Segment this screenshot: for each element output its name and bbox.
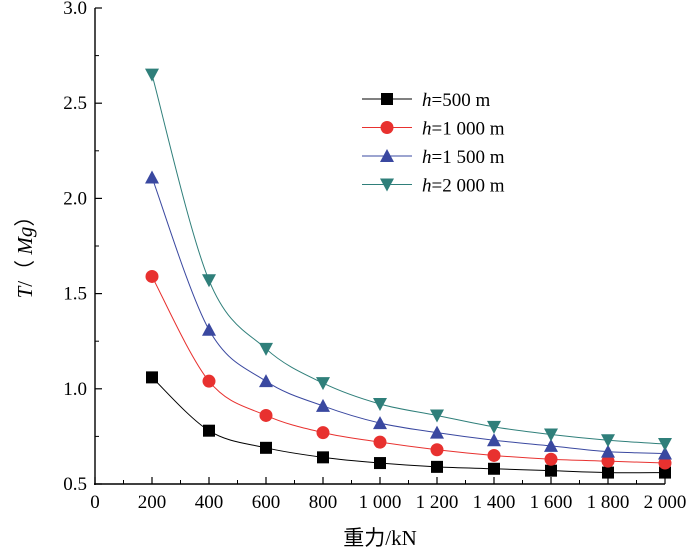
data-point-series-1 bbox=[431, 460, 443, 473]
x-axis-title: 重力/kN bbox=[343, 526, 417, 550]
legend-label-variable: h bbox=[422, 119, 432, 140]
series-markers bbox=[145, 68, 672, 479]
data-point-series-2 bbox=[316, 426, 330, 440]
data-point-series-3 bbox=[145, 170, 159, 184]
x-tick-label: 0 bbox=[90, 492, 100, 513]
data-point-series-3 bbox=[202, 322, 216, 336]
legend-label-2: h=1 000 m bbox=[422, 119, 505, 140]
data-point-series-4 bbox=[601, 434, 615, 448]
series-line-1 bbox=[151, 377, 666, 474]
legend-label-variable: h bbox=[422, 176, 432, 197]
y-tick-label: 2.0 bbox=[63, 188, 87, 209]
data-point-series-1 bbox=[203, 424, 215, 437]
data-point-series-1 bbox=[260, 441, 272, 454]
legend-label-variable: h bbox=[422, 147, 432, 168]
legend-label-value: =1 000 m bbox=[432, 119, 505, 140]
data-point-series-2 bbox=[373, 435, 387, 449]
axes: 0.5 1.0 1.5 2.0 2.5 3.0 0 200 400 600 800 1 000 1 20… bbox=[13, 0, 686, 550]
data-point-series-3 bbox=[430, 425, 444, 439]
y-axis-title-unit: Mg bbox=[13, 227, 37, 256]
data-point-series-1 bbox=[545, 464, 557, 477]
data-point-series-2 bbox=[145, 269, 159, 283]
data-point-series-1 bbox=[146, 371, 158, 384]
series-lines bbox=[151, 74, 666, 474]
y-tick-label: 1.5 bbox=[63, 284, 87, 305]
data-point-series-2 bbox=[544, 452, 558, 466]
x-tick-label: 600 bbox=[252, 492, 281, 513]
legend-marker-4 bbox=[380, 178, 394, 192]
data-point-series-3 bbox=[373, 416, 387, 430]
data-point-series-1 bbox=[317, 451, 329, 464]
data-point-series-4 bbox=[544, 428, 558, 442]
data-point-series-3 bbox=[601, 444, 615, 458]
data-point-series-4 bbox=[487, 420, 501, 434]
data-point-series-2 bbox=[487, 448, 501, 462]
data-point-series-4 bbox=[145, 68, 159, 82]
legend-marker-3 bbox=[380, 149, 394, 162]
legend-label-value: =500 m bbox=[432, 90, 491, 111]
y-axis-title-separator: /（ bbox=[13, 255, 37, 287]
series-line-2 bbox=[151, 276, 666, 464]
legend-label-3: h=1 500 m bbox=[422, 147, 505, 168]
legend-label-4: h=2 000 m bbox=[422, 176, 505, 197]
data-point-series-1 bbox=[488, 462, 500, 475]
y-axis-title-close: ） bbox=[13, 206, 37, 227]
data-point-series-3 bbox=[544, 438, 558, 452]
data-point-series-4 bbox=[259, 342, 273, 356]
x-tick-label: 800 bbox=[309, 492, 338, 513]
data-point-series-4 bbox=[373, 398, 387, 412]
data-point-series-1 bbox=[602, 466, 614, 479]
x-tick-label: 200 bbox=[138, 492, 167, 513]
data-point-series-4 bbox=[316, 377, 330, 391]
data-point-series-4 bbox=[202, 274, 216, 288]
legend-label-1: h=500 m bbox=[422, 90, 490, 111]
data-point-series-2 bbox=[202, 374, 216, 388]
data-point-series-2 bbox=[430, 443, 444, 457]
data-point-series-1 bbox=[659, 466, 671, 479]
x-tick-label: 1 200 bbox=[416, 492, 459, 513]
x-tick-label: 1 800 bbox=[587, 492, 630, 513]
y-tick-label: 1.0 bbox=[63, 379, 87, 400]
data-point-series-2 bbox=[601, 454, 615, 468]
y-tick-label: 0.5 bbox=[63, 474, 87, 495]
legend-marker-2 bbox=[380, 121, 394, 134]
data-point-series-3 bbox=[259, 374, 273, 388]
data-point-series-3 bbox=[658, 446, 672, 460]
y-axis-title-variable: T bbox=[13, 285, 37, 298]
legend-label-variable: h bbox=[422, 90, 432, 111]
x-tick-label: 1 000 bbox=[359, 492, 402, 513]
data-point-series-2 bbox=[658, 456, 672, 470]
x-tick-label: 2 000 bbox=[644, 492, 687, 513]
data-point-series-4 bbox=[430, 409, 444, 423]
legend: h=500 mh=1 000 mh=1 500 mh=2 000 m bbox=[362, 90, 505, 197]
data-point-series-2 bbox=[259, 408, 273, 422]
data-point-series-3 bbox=[487, 433, 501, 447]
y-axis-title: T/（ Mg） bbox=[13, 206, 37, 299]
y-tick-label: 3.0 bbox=[63, 0, 87, 19]
legend-marker-1 bbox=[381, 93, 393, 105]
legend-label-value: =1 500 m bbox=[432, 147, 505, 168]
data-point-series-3 bbox=[316, 398, 330, 412]
x-tick-label: 1 400 bbox=[473, 492, 516, 513]
data-point-series-1 bbox=[374, 457, 386, 470]
y-tick-label: 2.5 bbox=[63, 93, 87, 114]
x-tick-label: 1 600 bbox=[530, 492, 573, 513]
data-point-series-4 bbox=[658, 438, 672, 452]
x-tick-label: 400 bbox=[195, 492, 224, 513]
series-line-4 bbox=[151, 74, 666, 445]
legend-label-value: =2 000 m bbox=[432, 176, 505, 197]
